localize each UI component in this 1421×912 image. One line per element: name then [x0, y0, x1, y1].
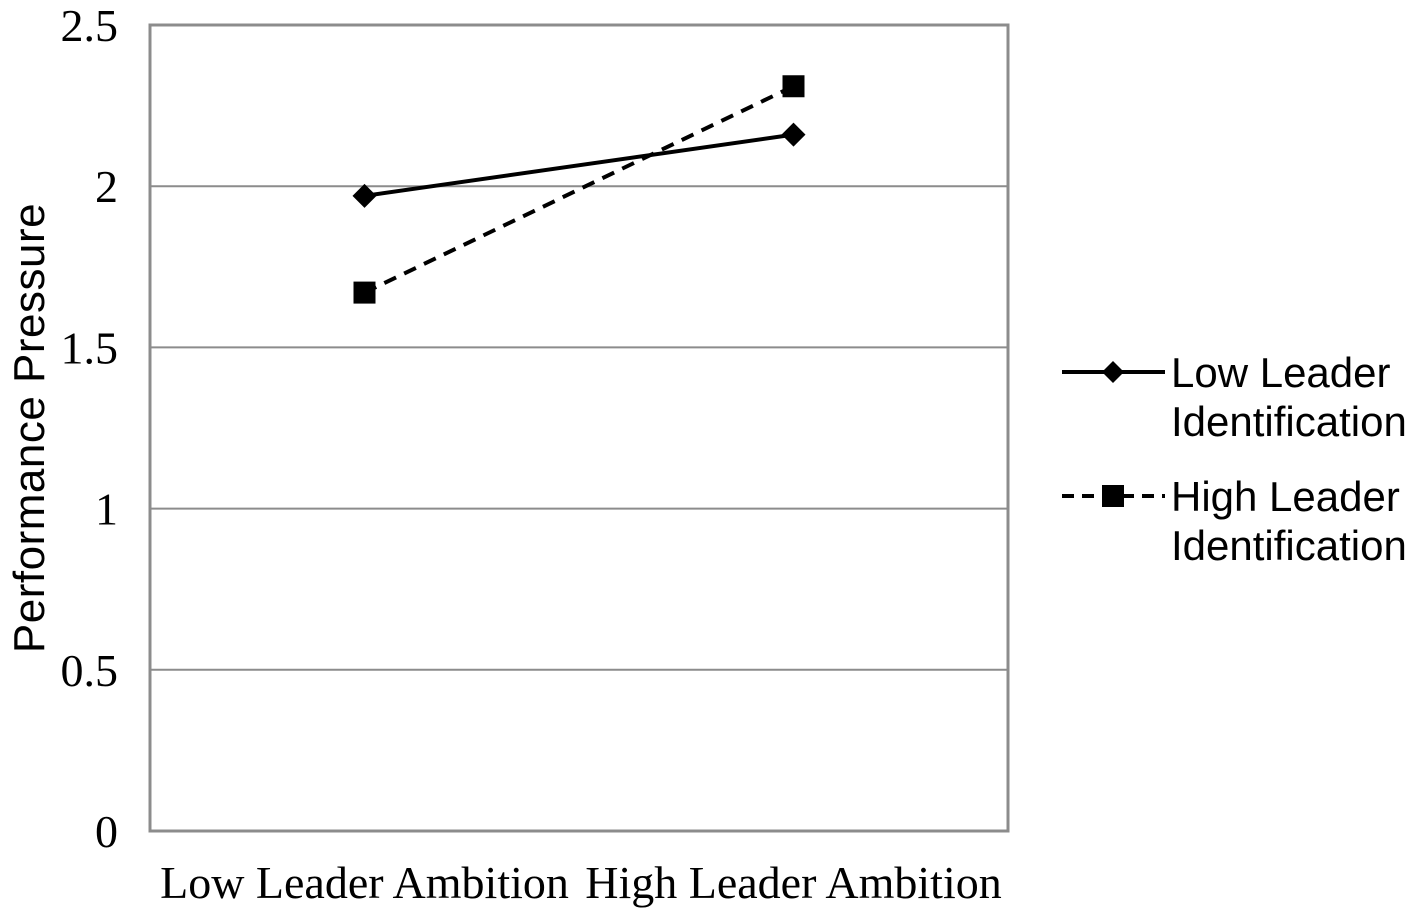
- solid-line-diamond-marker-icon: [1062, 361, 1165, 383]
- legend-item-low-leader-identification: Low Leader Identification: [1062, 348, 1421, 446]
- y-tick-label: 2: [95, 161, 118, 212]
- data-point-diamond-marker: [352, 183, 377, 208]
- plot-border: [148, 23, 1010, 833]
- legend-item-high-leader-identification: High Leader Identification: [1062, 472, 1421, 570]
- dashed-line-square-marker-icon: [1062, 485, 1165, 508]
- x-category-label: Low Leader Ambition: [160, 857, 569, 908]
- series-line-solid: [364, 132, 794, 198]
- series-line-dashed: [363, 84, 795, 295]
- x-category-label: High Leader Ambition: [585, 857, 1001, 908]
- y-tick-label: 1.5: [61, 322, 119, 373]
- data-point-square-marker: [353, 281, 376, 304]
- y-tick-label: 1: [95, 484, 118, 535]
- y-tick-label: 0: [95, 806, 118, 857]
- legend: Low Leader Identification High Leader Id…: [1062, 348, 1421, 571]
- y-axis-title: Performance Pressure: [5, 202, 54, 654]
- data-point-diamond-marker: [781, 122, 806, 147]
- legend-label-low-leader-identification: Low Leader Identification: [1171, 349, 1407, 446]
- y-tick-label: 2.5: [61, 0, 119, 51]
- legend-label-high-leader-identification: High Leader Identification: [1171, 473, 1407, 570]
- data-point-square-marker: [782, 75, 805, 98]
- y-tick-label: 0.5: [61, 645, 119, 696]
